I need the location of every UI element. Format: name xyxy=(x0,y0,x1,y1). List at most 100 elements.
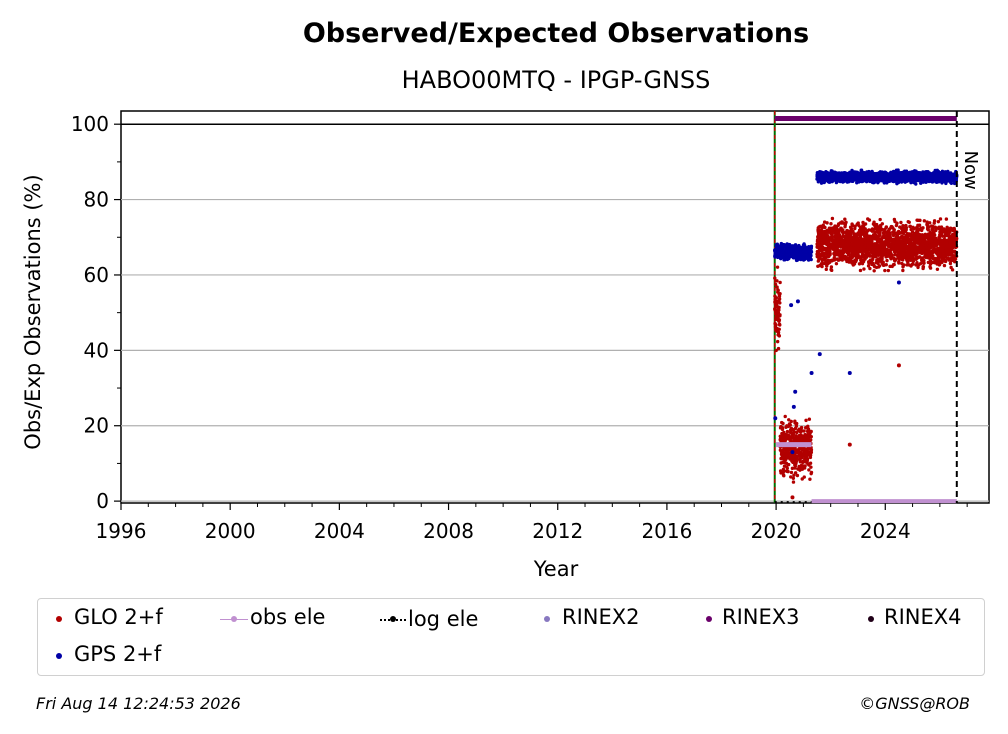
glo-point xyxy=(872,269,876,273)
glo-point xyxy=(788,423,792,427)
glo-point xyxy=(936,219,941,224)
x-tick-label: 2012 xyxy=(532,519,583,543)
glo-point xyxy=(774,323,778,327)
glo-point xyxy=(942,263,947,268)
gps-point xyxy=(793,389,798,394)
glo-point xyxy=(892,228,896,232)
glo-point xyxy=(777,318,782,322)
glo-point xyxy=(787,418,791,422)
glo-point xyxy=(892,262,896,267)
y-tick-label: 100 xyxy=(71,112,109,136)
glo-point xyxy=(786,462,791,467)
glo-point xyxy=(791,476,796,480)
glo-point xyxy=(828,251,832,256)
glo-point xyxy=(841,230,846,234)
glo-point xyxy=(896,363,901,368)
glo-point xyxy=(774,348,778,353)
glo-point xyxy=(778,301,782,305)
glo-point xyxy=(778,323,782,327)
glo-point xyxy=(793,471,798,475)
glo-point xyxy=(955,236,959,241)
plot-frame xyxy=(120,110,990,504)
glo-point xyxy=(950,268,955,272)
glo-point xyxy=(858,268,863,273)
glo-point xyxy=(886,268,891,273)
glo-point xyxy=(895,221,899,225)
glo-point xyxy=(803,464,807,468)
glo-point xyxy=(918,218,922,223)
glo-point xyxy=(825,221,829,225)
glo-point xyxy=(795,473,800,478)
glo-point xyxy=(932,233,937,237)
glo-point xyxy=(847,442,852,447)
glo-point xyxy=(776,288,780,293)
gps-point xyxy=(809,244,814,249)
glo-point xyxy=(830,216,835,221)
glo-point xyxy=(809,470,814,475)
glo-point xyxy=(799,425,804,430)
glo-point xyxy=(776,330,781,335)
glo-point xyxy=(773,282,778,287)
glo-point xyxy=(775,265,780,269)
glo-point xyxy=(790,495,795,500)
glo-point xyxy=(844,220,848,225)
gps-point xyxy=(809,253,813,258)
glo-point xyxy=(780,427,785,432)
glo-point xyxy=(794,424,799,428)
glo-point xyxy=(773,276,777,280)
glo-point xyxy=(824,267,829,272)
x-tick-label: 2016 xyxy=(641,519,692,543)
glo-point xyxy=(907,220,911,224)
gps-point xyxy=(791,404,796,409)
glo-point xyxy=(786,469,790,474)
gps-point xyxy=(817,352,822,357)
glo-point xyxy=(778,313,782,317)
glo-point xyxy=(789,419,793,424)
glo-point xyxy=(862,267,866,271)
glo-point xyxy=(932,219,937,223)
glo-point xyxy=(840,258,845,262)
x-tick-label: 2020 xyxy=(751,519,802,543)
glo-point xyxy=(871,255,875,260)
glo-point xyxy=(830,232,834,236)
gps-point xyxy=(773,416,778,421)
glo-point xyxy=(809,450,814,455)
y-tick-label: 40 xyxy=(84,338,109,362)
glo-point xyxy=(885,258,889,263)
glo-point xyxy=(921,264,926,269)
y-tick-label: 0 xyxy=(96,489,109,513)
glo-point xyxy=(884,225,889,229)
glo-point xyxy=(823,258,828,263)
glo-point xyxy=(809,429,813,434)
glo-point xyxy=(863,222,868,226)
glo-point xyxy=(805,457,810,461)
glo-point xyxy=(777,305,781,310)
glo-point xyxy=(847,253,851,257)
glo-point xyxy=(794,459,799,463)
glo-point xyxy=(938,217,943,221)
glo-point xyxy=(830,234,834,239)
glo-point xyxy=(802,429,806,433)
x-tick-label: 2000 xyxy=(205,519,256,543)
glo-point xyxy=(867,218,872,222)
glo-point xyxy=(809,438,813,442)
glo-point xyxy=(782,469,786,473)
glo-point xyxy=(902,263,906,267)
glo-point xyxy=(944,217,949,221)
glo-point xyxy=(904,225,909,230)
glo-point xyxy=(834,261,839,266)
glo-point xyxy=(820,264,824,269)
y-tick-label: 60 xyxy=(84,263,109,287)
glo-point xyxy=(790,466,795,471)
glo-point xyxy=(777,334,782,338)
glo-point xyxy=(776,346,781,351)
glo-point xyxy=(791,480,796,484)
glo-point xyxy=(809,465,813,469)
gps-point xyxy=(809,257,813,262)
chart-subtitle: HABO00MTQ - IPGP-GNSS xyxy=(402,66,711,94)
glo-point xyxy=(880,222,885,226)
y-tick-label: 80 xyxy=(84,188,109,212)
x-tick-label: 2024 xyxy=(860,519,911,543)
x-tick-label: 2004 xyxy=(314,519,365,543)
